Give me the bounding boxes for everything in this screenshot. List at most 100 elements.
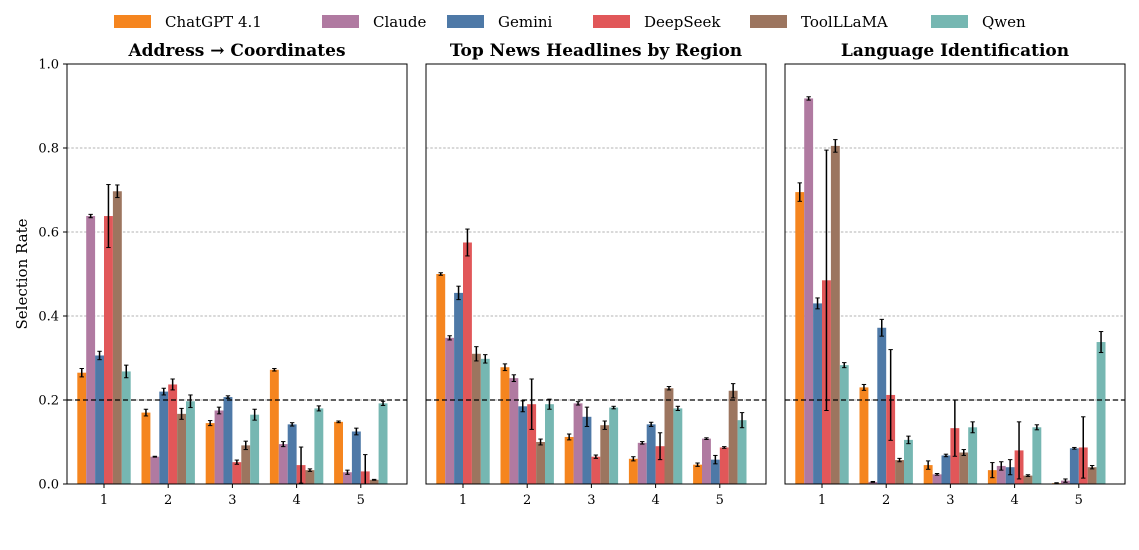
error-bar (124, 364, 129, 379)
bar (269, 369, 279, 484)
legend-label: Claude (373, 13, 426, 31)
legend-label: Gemini (498, 13, 553, 31)
legend-swatch (447, 15, 484, 28)
x-tick-label: 1 (818, 493, 826, 508)
error-bar (1081, 416, 1086, 479)
bar (500, 367, 510, 484)
error-bar (272, 368, 277, 372)
error-bar (934, 473, 940, 476)
bar (1087, 467, 1097, 484)
bar (186, 401, 195, 484)
chart-panel: 1 2 3 4 5 Language Identification (784, 41, 1126, 508)
legend-label: ToolLLaMA (801, 13, 888, 31)
legend-swatch (322, 15, 359, 28)
bar (214, 410, 224, 484)
bar (859, 387, 869, 484)
chart-title: Top News Headlines by Region (450, 41, 742, 61)
error-bar (713, 454, 718, 465)
bar (378, 403, 388, 484)
legend-label: DeepSeek (644, 13, 721, 31)
error-bar (1072, 446, 1077, 450)
bar (369, 479, 379, 484)
x-tick-label: 1 (100, 493, 108, 508)
legend-swatch (931, 15, 968, 28)
y-axis-label: Selection Rate (13, 218, 31, 329)
x-tick-label: 5 (716, 493, 724, 508)
bar (334, 421, 343, 484)
error-bar (336, 420, 341, 424)
bar (509, 378, 519, 484)
bar (573, 403, 583, 484)
bar (1005, 467, 1015, 484)
chart-title: Address → Coordinates (127, 41, 345, 61)
bar (664, 388, 674, 484)
bar (693, 464, 702, 484)
bar (804, 98, 814, 484)
bar (480, 358, 490, 484)
error-bar (188, 394, 193, 409)
error-bar (879, 318, 884, 337)
bar (232, 462, 242, 484)
legend-label: Qwen (982, 13, 1026, 31)
error-bar (566, 433, 572, 441)
error-bar (842, 362, 847, 369)
error-bar (797, 182, 802, 202)
chart-title: Language Identification (841, 41, 1069, 61)
error-bar (345, 469, 350, 475)
error-bar (1054, 482, 1059, 485)
y-axis-label-group: Selection Rate (13, 218, 31, 329)
error-bar (906, 435, 911, 445)
bar (305, 470, 315, 484)
bar (895, 460, 904, 484)
legend-entry: DeepSeek (593, 13, 721, 31)
x-tick-label: 4 (292, 493, 300, 508)
error-bar (943, 453, 949, 458)
error-bar (289, 422, 295, 427)
bar (527, 404, 537, 484)
error-bar (252, 408, 257, 421)
x-tick-label: 5 (1075, 493, 1083, 508)
bar (445, 337, 455, 484)
error-bar (115, 184, 120, 199)
bar (609, 407, 619, 484)
legend-entry: Qwen (931, 13, 1026, 31)
bar (150, 456, 160, 484)
bar (591, 456, 601, 484)
bar (471, 353, 481, 484)
error-bar (1098, 331, 1104, 354)
x-tick-label: 4 (651, 493, 659, 508)
error-bar (815, 297, 820, 310)
error-bar (704, 437, 709, 440)
bar (287, 424, 297, 484)
bar (205, 423, 215, 484)
error-bar (511, 374, 517, 383)
y-tick-label: 0.4 (38, 310, 59, 325)
bar (168, 384, 178, 484)
error-bar (520, 400, 525, 413)
error-bar (722, 446, 727, 449)
error-bar (88, 213, 93, 219)
error-bar (465, 228, 470, 257)
error-bar (695, 462, 700, 467)
error-bar (925, 460, 931, 470)
error-bar (897, 457, 902, 463)
error-bar (307, 468, 313, 472)
error-bar (298, 446, 304, 484)
error-bar (1007, 459, 1013, 476)
bar (637, 442, 647, 484)
bar (314, 408, 324, 484)
legend-label: ChatGPT 4.1 (165, 13, 262, 31)
bar (278, 444, 288, 484)
bar (968, 427, 978, 484)
error-bar (666, 386, 672, 391)
bar (1096, 342, 1106, 484)
bar (95, 355, 104, 484)
bar (436, 274, 446, 484)
error-bar (631, 456, 636, 462)
error-bar (611, 405, 616, 410)
error-bar (1034, 424, 1040, 431)
error-bar (657, 432, 663, 461)
bar (839, 365, 849, 484)
bar (1069, 448, 1079, 484)
